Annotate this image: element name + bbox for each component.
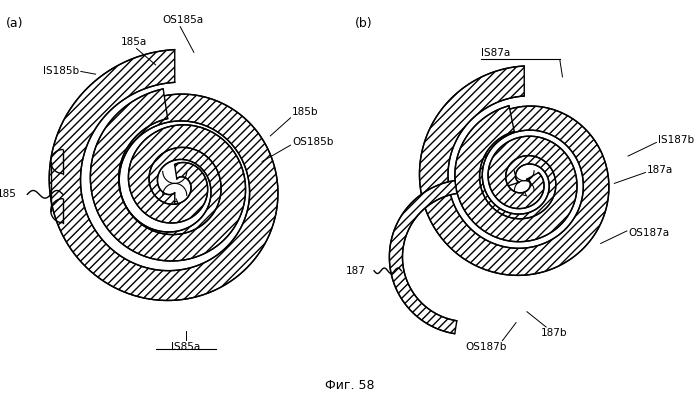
Text: 185b: 185b (292, 107, 319, 117)
Text: Фиг. 58: Фиг. 58 (325, 379, 374, 392)
Text: IS185b: IS185b (43, 67, 79, 76)
Text: 185: 185 (0, 189, 16, 199)
Polygon shape (49, 50, 278, 301)
Polygon shape (419, 66, 609, 275)
Text: IS85a: IS85a (171, 342, 201, 352)
Text: OS187a: OS187a (628, 228, 669, 238)
Text: 187a: 187a (647, 165, 673, 175)
Text: OS187b: OS187b (466, 342, 507, 352)
Text: (a): (a) (6, 17, 23, 30)
Polygon shape (389, 181, 457, 334)
Text: 185a: 185a (121, 37, 147, 47)
Polygon shape (90, 89, 245, 261)
Polygon shape (455, 106, 577, 242)
Text: IS87a: IS87a (481, 48, 510, 58)
Text: OS185a: OS185a (162, 15, 203, 25)
Text: 187: 187 (346, 266, 366, 276)
Text: IS187b: IS187b (658, 135, 694, 145)
Text: 187b: 187b (541, 328, 568, 338)
Text: (b): (b) (355, 17, 373, 30)
Text: OS185b: OS185b (292, 137, 333, 147)
